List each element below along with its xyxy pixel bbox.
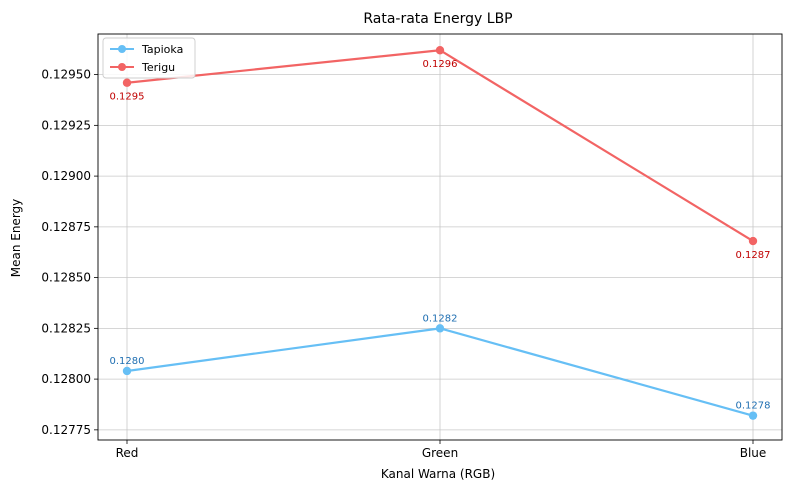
y-tick-label: 0.12850 <box>41 271 91 285</box>
data-labels-layer: 0.1280 0.1282 0.1278 0.1295 0.1296 0.1287 <box>110 59 771 411</box>
series-layer <box>122 46 758 420</box>
data-label-terigu: 0.1287 <box>736 250 771 261</box>
legend-label-terigu: Terigu <box>141 61 175 74</box>
data-label-tapioka: 0.1278 <box>736 401 771 412</box>
data-point-tapioka <box>122 366 132 376</box>
data-point-terigu <box>748 236 758 246</box>
legend-marker-terigu <box>118 63 126 71</box>
chart-title: Rata-rata Energy LBP <box>363 11 512 27</box>
data-label-terigu: 0.1295 <box>110 92 145 103</box>
y-tick-label: 0.12800 <box>41 372 91 386</box>
x-axis-label: Kanal Warna (RGB) <box>381 467 495 481</box>
axes-layer: 0.12775 0.12800 0.12825 0.12850 0.12875 0.129… <box>41 68 766 460</box>
x-tick-label: Red <box>116 446 139 460</box>
data-label-tapioka: 0.1282 <box>423 313 458 324</box>
data-point-tapioka <box>435 324 445 333</box>
data-point-terigu <box>122 78 132 87</box>
data-point-tapioka <box>748 411 758 420</box>
data-point-terigu <box>435 46 445 55</box>
y-tick-label: 0.12950 <box>41 68 91 82</box>
x-tick-label: Green <box>422 446 458 460</box>
x-tick-label: Blue <box>740 446 767 460</box>
data-label-terigu: 0.1296 <box>423 59 458 70</box>
data-label-tapioka: 0.1280 <box>110 356 145 367</box>
y-tick-label: 0.12825 <box>41 321 91 335</box>
legend: Tapioka Terigu <box>102 37 196 79</box>
y-tick-label: 0.12875 <box>41 220 91 234</box>
y-tick-label: 0.12775 <box>41 423 91 437</box>
y-tick-label: 0.12925 <box>41 118 91 132</box>
y-axis-label: Mean Energy <box>9 199 23 278</box>
legend-marker-tapioka <box>118 45 126 53</box>
legend-label-tapioka: Tapioka <box>141 43 183 56</box>
y-tick-label: 0.12900 <box>41 169 91 183</box>
